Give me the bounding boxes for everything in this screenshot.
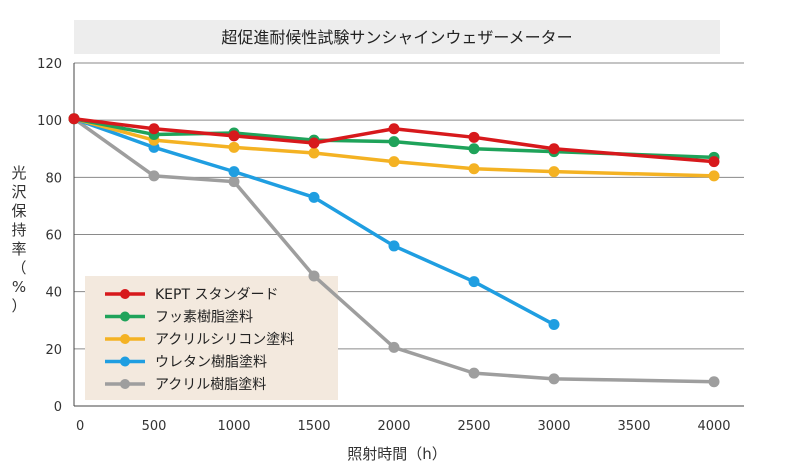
data-point — [148, 170, 160, 182]
y-tick-label: 40 — [45, 286, 62, 301]
legend-swatch-marker — [120, 289, 130, 299]
title-background — [74, 20, 720, 54]
y-tick-label: 60 — [45, 229, 62, 244]
legend-swatch-marker — [120, 334, 130, 344]
data-point — [468, 163, 480, 175]
legend-item: アクリル樹脂塗料 — [105, 376, 266, 393]
x-tick-label: 3500 — [617, 419, 650, 434]
x-tick-label: 4000 — [697, 419, 730, 434]
data-point — [708, 376, 720, 388]
data-point — [548, 373, 560, 385]
legend-item: アクリルシリコン塗料 — [105, 331, 294, 348]
data-point — [468, 143, 480, 155]
legend-swatch-marker — [120, 379, 130, 389]
y-axis-ticks: 0 20 40 60 80 100 120 — [37, 57, 62, 415]
data-point — [388, 156, 400, 168]
legend-label: KEPT スタンダード — [155, 287, 278, 303]
x-axis-label: 照射時間（h） — [347, 445, 447, 463]
y-tick-label: 20 — [45, 343, 62, 358]
series-0 — [68, 113, 720, 168]
y-tick-label: 80 — [45, 171, 62, 186]
data-point — [468, 276, 480, 288]
legend-swatch-marker — [120, 356, 130, 367]
legend-label: ウレタン樹脂塗料 — [155, 354, 267, 371]
data-point — [468, 131, 480, 143]
series-2 — [68, 113, 720, 182]
series-line — [72, 117, 715, 384]
y-tick-label: 0 — [54, 400, 62, 415]
x-axis-ticks: 0 500 1000 1500 2000 2500 3000 3500 4000 — [76, 419, 731, 434]
chart-title: 超促進耐候性試験サンシャインウェザーメーター — [221, 28, 572, 47]
data-point — [308, 191, 320, 203]
legend-label: フッ素樹脂塗料 — [155, 309, 253, 326]
data-point — [228, 176, 240, 188]
data-point — [468, 367, 480, 379]
data-point — [148, 123, 160, 135]
x-tick-label: 2000 — [377, 419, 410, 434]
data-point — [308, 270, 320, 282]
data-point — [308, 137, 320, 149]
data-point — [228, 130, 240, 142]
legend-item: KEPT スタンダード — [105, 287, 278, 303]
data-point — [708, 156, 720, 168]
x-tick-label: 500 — [142, 419, 167, 434]
x-tick-label: 0 — [76, 419, 84, 434]
y-axis-label: 光沢保持率（%） — [11, 164, 26, 315]
legend: KEPT スタンダードフッ素樹脂塗料アクリルシリコン塗料ウレタン樹脂塗料アクリル… — [105, 287, 294, 393]
data-point — [708, 170, 720, 182]
data-point — [548, 319, 560, 331]
data-point — [388, 341, 400, 353]
data-point — [388, 240, 400, 252]
data-point — [548, 143, 560, 155]
y-axis-label-text: 光沢保持率（%） — [11, 164, 26, 315]
x-tick-label: 1500 — [297, 419, 330, 434]
x-tick-label: 3000 — [537, 419, 570, 434]
series-line — [73, 117, 715, 160]
data-point — [308, 147, 320, 159]
series-line — [73, 117, 715, 178]
data-point — [548, 166, 560, 178]
series-group — [68, 113, 720, 388]
data-point — [388, 123, 400, 135]
y-tick-label: 100 — [37, 114, 62, 129]
legend-item: ウレタン樹脂塗料 — [105, 354, 267, 371]
data-point — [68, 113, 80, 125]
data-point — [228, 141, 240, 153]
series-line — [73, 117, 715, 164]
y-tick-label: 120 — [37, 57, 62, 72]
legend-label: アクリルシリコン塗料 — [155, 331, 294, 348]
x-tick-label: 1000 — [217, 419, 250, 434]
x-tick-label: 2500 — [457, 419, 490, 434]
data-point — [228, 166, 240, 178]
legend-item: フッ素樹脂塗料 — [105, 309, 253, 326]
legend-swatch-marker — [120, 311, 130, 322]
legend-label: アクリル樹脂塗料 — [155, 376, 266, 393]
data-point — [388, 136, 400, 148]
